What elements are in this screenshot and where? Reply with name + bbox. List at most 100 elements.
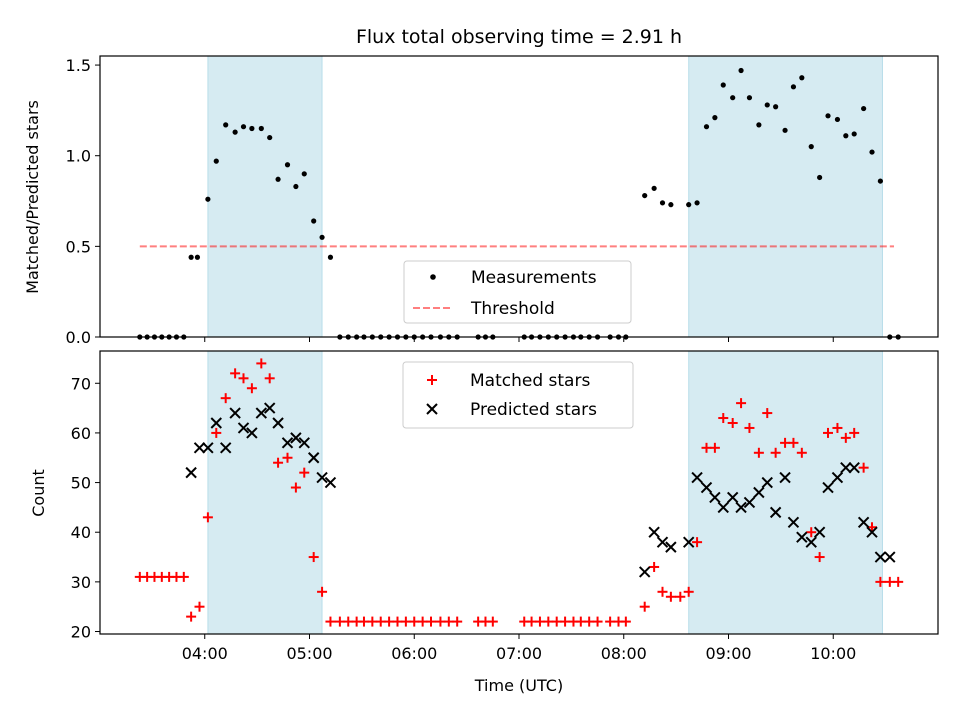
bottom-y-axis-label: Count [29,469,48,517]
measurement-point [746,95,753,101]
shaded-band-1 [207,55,323,338]
y-tick-label: 60 [71,424,91,443]
predicted-star-point [822,481,834,494]
x-axis-label: Time (UTC) [474,676,563,695]
matched-star-point [452,616,463,627]
matched-star-point [367,616,378,627]
matched-star-point [526,616,537,627]
y-tick-label: 30 [71,573,91,592]
matched-star-point [762,408,773,419]
measurement-point [869,149,875,155]
matched-star-point [806,527,817,538]
matched-star-point [178,571,189,582]
predicted-star-point [656,536,669,548]
legend-measurements-label: Measurements [471,268,597,288]
matched-star-point [534,616,545,627]
matched-star-point [823,427,834,438]
measurement-point [327,254,334,260]
measurement-point [659,200,666,206]
matched-star-point [832,422,843,433]
measurement-point [730,95,736,101]
matched-star-point [575,616,586,627]
matched-star-point [299,467,310,478]
measurement-point [694,200,700,206]
matched-star-point [727,417,738,428]
measurement-point [799,75,805,81]
predicted-star-point [272,417,284,429]
measurement-point [843,133,849,139]
matched-star-point [358,616,369,627]
matched-star-point [584,616,595,627]
predicted-star-point [717,501,729,514]
matched-star-point [202,512,213,523]
y-tick-label: 0.5 [66,237,91,256]
predicted-star-point [665,541,677,553]
y-tick-label: 1.0 [66,147,91,166]
matched-star-point [736,398,747,409]
predicted-star-point [290,432,302,444]
measurement-point [825,113,831,119]
predicted-star-point [691,471,703,484]
measurement-point [808,144,814,150]
matched-star-point [487,616,498,627]
matched-star-point [417,616,428,627]
matched-star-point [325,616,336,627]
matched-star-point [186,611,197,622]
matched-star-point [875,576,886,587]
predicted-star-point [185,466,197,479]
predicted-star-point [735,501,747,514]
matched-star-point [780,437,791,448]
matched-star-point [543,616,554,627]
predicted-star-point [324,476,337,489]
matched-star-point [343,616,354,627]
predicted-star-point [753,486,765,499]
matched-star-point [675,591,686,602]
y-tick-label: 70 [71,374,91,393]
top-panel: 0.0 0.5 1.0 1.5 Matched/Predicted stars Mea… [23,55,939,347]
measurement-point [249,125,255,132]
x-tick-label: 09:00 [705,644,751,663]
predicted-star-point [805,536,817,548]
legend-measurements-marker [430,274,436,280]
x-tick-label: 04:00 [182,644,228,663]
predicted-star-point [281,437,294,449]
predicted-star-point [874,551,887,563]
matched-star-point [620,616,631,627]
measurement-point [293,183,299,190]
predicted-star-point [255,407,268,419]
matched-star-point [814,552,825,563]
predicted-star-point [866,526,878,538]
matched-star-point [246,383,257,394]
measurement-point [194,254,201,260]
predicted-star-point [700,481,713,494]
matched-star-point [884,576,895,587]
measurement-point [738,67,744,74]
measurement-point [213,158,219,164]
matched-star-point [435,616,446,627]
matched-star-point [409,616,420,627]
matched-star-point [282,452,293,463]
predicted-star-point [237,422,250,434]
top-legend-box [403,260,632,324]
legend-matched-label: Matched stars [470,371,590,391]
measurement-point [790,84,797,90]
bottom-legend-box [402,361,634,429]
matched-star-point [264,373,275,384]
matched-star-point [683,586,694,597]
matched-star-point [718,413,729,424]
measurement-point [861,105,867,112]
matched-star-point [770,447,781,458]
measurement-point [686,202,692,208]
matched-star-point [893,576,904,587]
matched-star-point [392,616,403,627]
predicted-star-point [682,536,695,548]
legend-threshold-label: Threshold [470,299,555,319]
predicted-star-point [813,526,826,538]
measurement-point [712,115,718,121]
measurement-point [720,82,726,88]
count-points [134,358,904,627]
top-y-ticks: 0.0 0.5 1.0 1.5 [66,56,100,347]
matched-star-point [560,616,571,627]
y-tick-label: 1.5 [66,56,91,75]
